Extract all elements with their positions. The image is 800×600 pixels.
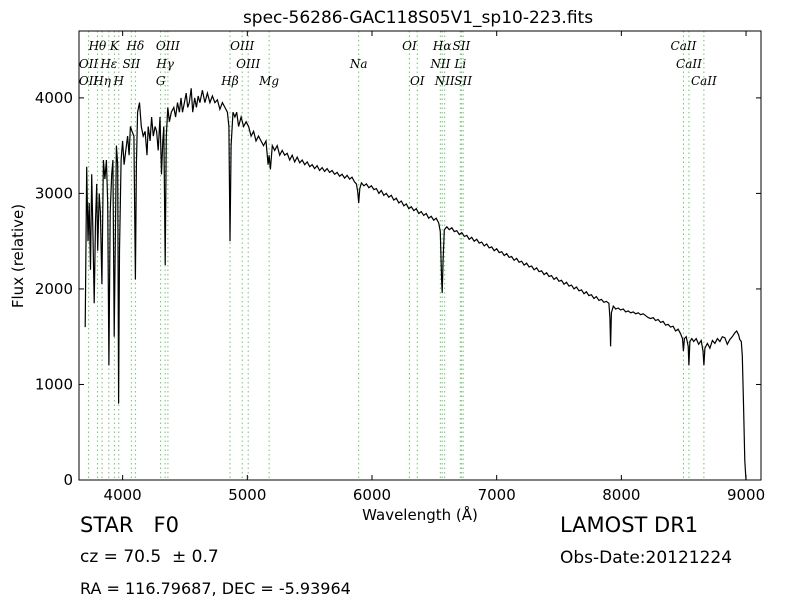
emission-line-label: H	[113, 74, 125, 88]
coordinates: RA = 116.79687, DEC = -5.93964	[80, 579, 351, 598]
emission-line-label: OIII	[230, 39, 254, 53]
emission-line-label: OIII	[156, 39, 180, 53]
emission-line-label: Hε	[99, 57, 117, 71]
cz-error: ± 0.7	[172, 547, 219, 567]
emission-line-label: SII	[453, 39, 471, 53]
x-tick-label: 9000	[727, 486, 765, 504]
x-tick-label: 7000	[478, 486, 516, 504]
y-axis-ticks: 0 1000 2000 3000 4000	[35, 89, 761, 489]
emission-line-label: OI	[410, 74, 425, 88]
emission-line-label: Hα	[432, 39, 452, 53]
emission-line-label: OIII	[236, 57, 260, 71]
emission-line-label: Hθ	[88, 39, 107, 53]
star-type: STAR	[80, 513, 134, 537]
star-subclass: F0	[153, 513, 179, 537]
emission-line-label: SII	[454, 74, 472, 88]
emission-line-label: Li	[453, 57, 466, 71]
emission-line-label: OII	[79, 74, 99, 88]
x-tick-label: 4000	[104, 486, 142, 504]
plot-frame	[78, 30, 762, 481]
survey-name: LAMOST DR1	[560, 513, 699, 537]
observation-date: Obs-Date:20121224	[560, 548, 733, 568]
y-axis-label: Flux (relative)	[9, 204, 27, 308]
x-tick-label: 6000	[353, 486, 391, 504]
emission-line-label: Hβ	[220, 74, 238, 88]
emission-line-label: SII	[123, 57, 141, 71]
emission-line-label: Hη	[92, 74, 111, 88]
y-tick-label: 3000	[35, 184, 73, 202]
y-tick-label: 4000	[35, 89, 73, 107]
x-axis-label: Wavelength (Å)	[362, 505, 478, 524]
x-tick-label: 8000	[602, 486, 640, 504]
y-tick-label: 1000	[35, 375, 73, 393]
y-tick-label: 0	[63, 471, 73, 489]
emission-line-label: Mg	[258, 74, 279, 88]
spectrum-line	[84, 88, 747, 481]
y-tick-label: 2000	[35, 280, 73, 298]
emission-line-label: NII	[434, 74, 455, 88]
emission-line-markers	[88, 31, 705, 480]
x-axis-ticks: 4000 5000 6000 7000 8000 9000	[104, 31, 765, 504]
emission-line-label: OI	[402, 39, 417, 53]
redshift-value: cz = 70.5 ± 0.7	[80, 547, 219, 567]
emission-line-label: K	[109, 39, 120, 53]
cz-text: cz = 70.5	[80, 547, 162, 567]
emission-line-label: G	[156, 74, 166, 88]
emission-line-label: Na	[349, 57, 368, 71]
emission-line-label: Hδ	[126, 39, 145, 53]
x-tick-label: 5000	[228, 486, 266, 504]
chart-title: spec-56286-GAC118S05V1_sp10-223.fits	[243, 8, 593, 28]
emission-line-label: CaII	[671, 39, 697, 53]
emission-line-label: OII	[79, 57, 99, 71]
object-class: STAR F0	[80, 513, 179, 537]
emission-line-label: NII	[429, 57, 450, 71]
emission-line-label: CaII	[676, 57, 702, 71]
emission-line-label: Hγ	[155, 57, 174, 71]
emission-line-label: CaII	[691, 74, 717, 88]
